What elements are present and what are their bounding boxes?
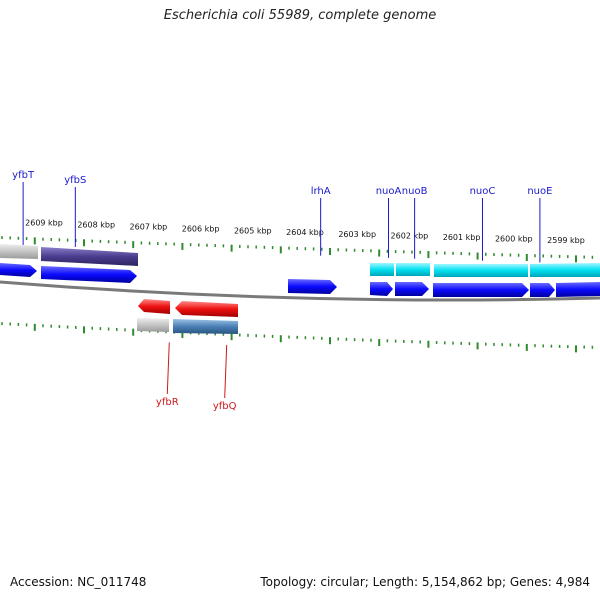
gene-leader-line — [166, 342, 170, 395]
genome-backbone — [0, 280, 600, 302]
map-title: Escherichia coli 55989, complete genome — [163, 8, 437, 23]
genome-summary-text: Topology: circular; Length: 5,154,862 bp… — [260, 575, 590, 589]
gene-arrow-yfbQ[interactable] — [175, 301, 238, 317]
forward-gene-track — [0, 263, 600, 297]
kbp-label: 2604 kbp — [286, 228, 324, 237]
kbp-label: 2609 kbp — [25, 219, 63, 228]
outer-feature-track — [0, 244, 600, 277]
gene-label-nuoB[interactable]: nuoB — [402, 186, 428, 197]
kbp-label: 2602 kbp — [391, 232, 429, 241]
kbp-label: 2600 kbp — [495, 235, 533, 244]
kbp-label: 2608 kbp — [77, 221, 115, 230]
feature-grey-block[interactable] — [0, 244, 38, 259]
gene-label-nuoC[interactable]: nuoC — [470, 186, 496, 197]
gene-label-yfbS[interactable]: yfbS — [64, 175, 86, 186]
feature-cyan-block-1[interactable] — [370, 263, 394, 276]
gene-label-nuoA[interactable]: nuoA — [376, 186, 402, 197]
kbp-label: 2601 kbp — [443, 233, 481, 242]
kbp-label: 2605 kbp — [234, 226, 272, 235]
feature-cyan-block-4[interactable] — [530, 263, 600, 277]
gene-arrow-left-edge[interactable] — [0, 263, 37, 277]
gene-arrow-nuoB[interactable] — [395, 282, 429, 296]
gene-arrow-nuoA[interactable] — [370, 282, 393, 296]
gene-label-yfbT[interactable]: yfbT — [12, 170, 35, 181]
tick-ruler-inner — [1, 322, 594, 353]
feature-purple-block[interactable] — [41, 247, 138, 266]
gene-arrow-nuoC[interactable] — [433, 283, 529, 297]
kbp-label: 2599 kbp — [547, 236, 585, 245]
kbp-label: 2607 kbp — [130, 223, 168, 232]
gene-arrow-nuoE[interactable] — [530, 283, 555, 297]
kbp-label: 2603 kbp — [338, 230, 376, 239]
gene-label-nuoE[interactable]: nuoE — [527, 186, 552, 197]
gene-arrow-lrhA[interactable] — [288, 279, 337, 294]
feature-cyan-block-2[interactable] — [396, 263, 430, 276]
gene-leader-line — [224, 344, 228, 399]
reverse-gene-track — [137, 299, 238, 334]
kbp-scale-labels: 2609 kbp 2608 kbp 2607 kbp 2606 kbp 2605 kbp… — [25, 219, 585, 245]
feature-cyan-block-3[interactable] — [434, 264, 528, 277]
gene-arrow-yfbS[interactable] — [41, 266, 137, 283]
gene-labels: yfbT yfbS lrhA nuoA nuoB nuoC nuoE yfbR yfbQ — [12, 170, 552, 412]
accession-text: Accession: NC_011748 — [10, 575, 147, 589]
gene-arrow-yfbR[interactable] — [138, 299, 170, 314]
gene-label-lrhA[interactable]: lrhA — [311, 186, 331, 197]
gene-label-yfbR[interactable]: yfbR — [156, 397, 179, 408]
gene-arrow-right-edge[interactable] — [556, 282, 600, 297]
kbp-label: 2606 kbp — [182, 225, 220, 234]
feature-grey-block-reverse[interactable] — [137, 318, 169, 332]
gene-label-yfbQ[interactable]: yfbQ — [213, 401, 237, 412]
feature-steel-block[interactable] — [173, 319, 238, 334]
